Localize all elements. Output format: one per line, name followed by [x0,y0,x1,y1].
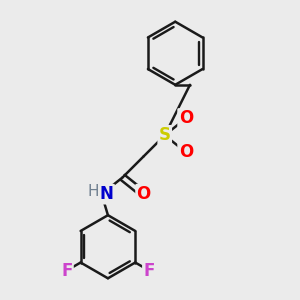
Text: H: H [88,184,99,199]
Text: N: N [100,185,114,203]
Text: F: F [143,262,155,280]
Text: O: O [178,110,193,128]
Text: O: O [178,143,193,161]
Text: F: F [61,262,73,280]
Text: O: O [136,185,151,203]
Text: S: S [159,126,171,144]
